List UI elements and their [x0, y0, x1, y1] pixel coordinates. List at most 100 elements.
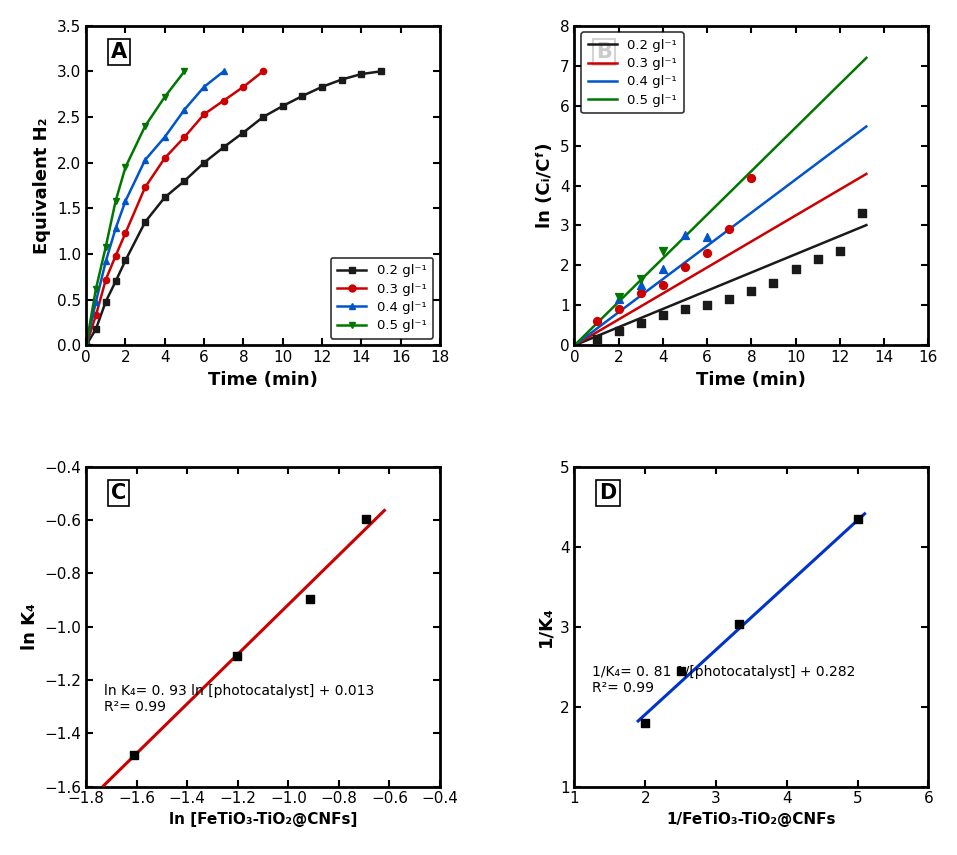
0.2 gl⁻¹ — [140, 217, 151, 227]
0.3 gl⁻¹ — [218, 96, 230, 106]
0.2 gl⁻¹ — [277, 101, 288, 111]
Text: B: B — [595, 42, 612, 62]
Point — [700, 246, 715, 260]
0.5 gl⁻¹ — [159, 91, 170, 102]
Text: ln K₄= 0. 93 ln [photocatalyst] + 0.013
R²= 0.99: ln K₄= 0. 93 ln [photocatalyst] + 0.013 … — [103, 684, 374, 715]
Point — [611, 303, 626, 316]
Point — [611, 325, 626, 339]
0.4 gl⁻¹ — [179, 104, 190, 115]
Point — [855, 207, 870, 221]
Y-axis label: ln (Cᵢ/Cᶠ): ln (Cᵢ/Cᶠ) — [536, 143, 554, 228]
X-axis label: Time (min): Time (min) — [697, 371, 807, 389]
0.2 gl⁻¹ — [110, 276, 122, 286]
Line: 0.4 gl⁻¹: 0.4 gl⁻¹ — [83, 68, 227, 349]
0.3 gl⁻¹ — [237, 82, 249, 92]
Point — [744, 171, 759, 185]
0.2 gl⁻¹ — [100, 297, 112, 307]
Point — [833, 245, 848, 258]
0.4 gl⁻¹ — [110, 223, 122, 233]
0.3 gl⁻¹ — [179, 132, 190, 142]
Text: D: D — [599, 483, 616, 503]
0.4 gl⁻¹ — [159, 132, 170, 142]
0.3 gl⁻¹ — [90, 310, 101, 321]
Point — [634, 286, 649, 300]
0.2 gl⁻¹ — [120, 256, 131, 266]
Point — [656, 245, 671, 258]
0.3 gl⁻¹ — [80, 340, 92, 351]
Y-axis label: 1/K₄: 1/K₄ — [536, 606, 554, 647]
0.2 gl⁻¹ — [218, 142, 230, 152]
X-axis label: ln [FeTiO₃-TiO₂@CNFs]: ln [FeTiO₃-TiO₂@CNFs] — [168, 812, 357, 827]
0.5 gl⁻¹ — [90, 284, 101, 294]
Point — [810, 252, 825, 266]
Point — [656, 309, 671, 322]
Point — [637, 716, 653, 729]
0.3 gl⁻¹ — [110, 251, 122, 261]
Y-axis label: Equivalent H₂: Equivalent H₂ — [33, 117, 52, 254]
0.4 gl⁻¹ — [218, 66, 230, 76]
Point — [301, 592, 317, 605]
0.3 gl⁻¹ — [198, 109, 210, 120]
Line: 0.5 gl⁻¹: 0.5 gl⁻¹ — [83, 68, 188, 349]
0.2 gl⁻¹ — [297, 91, 308, 101]
0.3 gl⁻¹ — [140, 182, 151, 192]
Text: C: C — [111, 483, 126, 503]
Point — [611, 291, 626, 304]
0.3 gl⁻¹ — [120, 228, 131, 239]
Point — [744, 285, 759, 298]
Legend: 0.2 gl⁻¹, 0.3 gl⁻¹, 0.4 gl⁻¹, 0.5 gl⁻¹: 0.2 gl⁻¹, 0.3 gl⁻¹, 0.4 gl⁻¹, 0.5 gl⁻¹ — [581, 32, 683, 113]
Point — [700, 231, 715, 245]
Point — [634, 316, 649, 330]
0.2 gl⁻¹ — [257, 112, 269, 122]
0.3 gl⁻¹ — [100, 274, 112, 285]
Point — [589, 315, 604, 328]
0.5 gl⁻¹ — [110, 196, 122, 206]
Point — [634, 279, 649, 292]
0.4 gl⁻¹ — [90, 297, 101, 307]
0.5 gl⁻¹ — [80, 340, 92, 351]
Point — [788, 262, 803, 276]
Point — [732, 616, 747, 630]
Point — [678, 303, 693, 316]
Legend: 0.2 gl⁻¹, 0.3 gl⁻¹, 0.4 gl⁻¹, 0.5 gl⁻¹: 0.2 gl⁻¹, 0.3 gl⁻¹, 0.4 gl⁻¹, 0.5 gl⁻¹ — [331, 257, 434, 339]
0.5 gl⁻¹ — [140, 121, 151, 132]
Point — [850, 512, 865, 526]
Point — [700, 298, 715, 312]
0.2 gl⁻¹ — [159, 192, 170, 203]
0.2 gl⁻¹ — [179, 176, 190, 186]
Point — [678, 228, 693, 242]
Point — [673, 664, 688, 678]
0.4 gl⁻¹ — [198, 82, 210, 92]
Point — [229, 649, 244, 663]
Point — [678, 261, 693, 274]
0.4 gl⁻¹ — [80, 340, 92, 351]
0.2 gl⁻¹ — [316, 82, 327, 92]
0.2 gl⁻¹ — [356, 69, 367, 80]
Point — [722, 292, 737, 306]
0.3 gl⁻¹ — [159, 153, 170, 163]
Line: 0.2 gl⁻¹: 0.2 gl⁻¹ — [83, 68, 384, 349]
Point — [722, 222, 737, 236]
0.2 gl⁻¹ — [198, 157, 210, 168]
Point — [766, 276, 781, 290]
0.2 gl⁻¹ — [237, 127, 249, 138]
0.2 gl⁻¹ — [336, 74, 347, 85]
0.4 gl⁻¹ — [140, 155, 151, 165]
Point — [611, 292, 626, 306]
Point — [656, 262, 671, 276]
Point — [589, 333, 604, 346]
0.2 gl⁻¹ — [90, 324, 101, 334]
Text: A: A — [111, 42, 127, 62]
0.2 gl⁻¹ — [375, 66, 387, 76]
0.5 gl⁻¹ — [100, 242, 112, 252]
0.2 gl⁻¹ — [80, 340, 92, 351]
0.5 gl⁻¹ — [179, 66, 190, 76]
Line: 0.3 gl⁻¹: 0.3 gl⁻¹ — [83, 68, 266, 349]
X-axis label: 1/FeTiO₃-TiO₂@CNFs: 1/FeTiO₃-TiO₂@CNFs — [667, 812, 836, 827]
Text: 1/K₄= 0. 81 1/[photocatalyst] + 0.282
R²= 0.99: 1/K₄= 0. 81 1/[photocatalyst] + 0.282 R²… — [592, 665, 856, 695]
0.4 gl⁻¹ — [100, 256, 112, 267]
Point — [358, 512, 373, 526]
0.4 gl⁻¹ — [120, 196, 131, 206]
Point — [656, 279, 671, 292]
Y-axis label: ln K₄: ln K₄ — [21, 604, 38, 650]
